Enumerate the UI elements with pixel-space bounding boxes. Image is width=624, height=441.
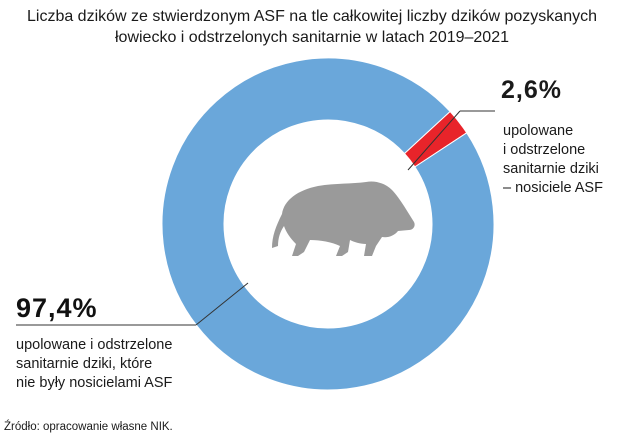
slice-percent-small: 2,6% bbox=[501, 76, 562, 104]
slice-label-big: upolowane i odstrzelone sanitarnie dziki… bbox=[16, 336, 172, 393]
source-note: Źródło: opracowanie własne NIK. bbox=[4, 421, 173, 433]
slice-label-small-line: upolowane bbox=[503, 123, 574, 139]
slice-label-big-line: upolowane i odstrzelone bbox=[16, 337, 173, 353]
chart-title-line-1: Liczba dzików ze stwierdzonym ASF na tle… bbox=[26, 8, 597, 25]
slice-label-big-line: nie były nosicielami ASF bbox=[16, 375, 173, 391]
slice-label-small: upolowane i odstrzelone sanitarnie dziki… bbox=[503, 122, 603, 198]
slice-label-small-line: sanitarnie dziki bbox=[503, 161, 599, 177]
chart-title: Liczba dzików ze stwierdzonym ASF na tle… bbox=[0, 6, 624, 48]
slice-label-small-line: i odstrzelone bbox=[503, 142, 586, 158]
leader-line-big bbox=[195, 282, 249, 326]
donut-slice bbox=[161, 57, 495, 391]
slice-label-small-line: – nosiciele ASF bbox=[503, 180, 603, 196]
chart-title-line-2: łowiecko i odstrzelonych sanitarnie w la… bbox=[114, 29, 509, 46]
slice-label-big-line: sanitarnie dziki, które bbox=[16, 356, 153, 372]
wild-boar-icon bbox=[272, 181, 415, 256]
leader-line-small bbox=[407, 110, 461, 171]
slice-percent-big: 97,4% bbox=[16, 293, 98, 323]
